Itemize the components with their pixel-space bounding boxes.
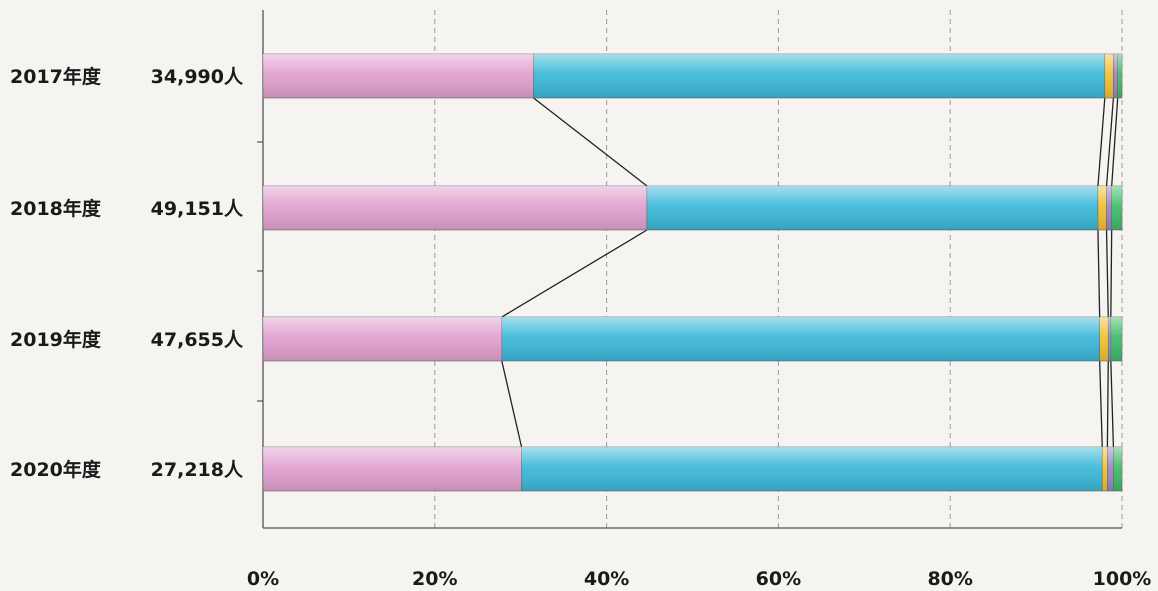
bar-gloss [1113,447,1122,491]
category-total: 49,151人 [151,198,244,220]
connector-line [1097,229,1101,318]
bar-gloss [1104,54,1114,98]
category-total: 27,218人 [151,459,244,481]
bars [262,53,1123,492]
category-label: 2020年度 [10,458,102,481]
bar-gloss [1102,447,1108,491]
bar-gloss [521,447,1103,491]
connector-line [1110,360,1115,448]
connector-line [1110,229,1113,318]
bar-gloss [263,54,534,98]
bar-gloss [1113,54,1118,98]
x-tick-label: 60% [756,568,801,590]
bar-gloss [1099,317,1109,361]
bar-gloss [1106,186,1112,230]
connector-line [1097,97,1106,187]
bar-gloss [263,186,647,230]
connector-line [1105,229,1109,318]
bar-gloss [1110,317,1122,361]
connector-line [1105,97,1115,187]
bar-gloss [1097,186,1107,230]
connector-line [1099,360,1103,448]
connector-line [1111,97,1119,187]
x-tick-labels: 0% 20% 40% 60% 80% 100% [247,568,1151,590]
connector-line [533,97,648,187]
bar-gloss [501,317,1100,361]
x-tick-label: 80% [927,568,972,590]
bar-gloss [533,54,1105,98]
connector-line [1106,360,1109,448]
category-label: 2019年度 [10,328,102,351]
bar-gloss [1117,54,1122,98]
connector-lines [501,97,1119,448]
category-total: 47,655人 [151,329,244,351]
category-label: 2018年度 [10,197,102,220]
bar-gloss [1111,186,1122,230]
connector-line [501,360,523,448]
x-tick-label: 40% [584,568,629,590]
connector-line [501,229,648,318]
bar-gloss [1108,317,1111,361]
bar-gloss [646,186,1098,230]
x-tick-label: 20% [412,568,457,590]
x-tick-label: 0% [247,568,279,590]
bar-gloss [263,447,522,491]
x-tick-label: 100% [1093,568,1152,590]
category-total: 34,990人 [151,66,244,88]
category-labels: 2017年度 34,990人 2018年度 49,151人 2019年度 47,655人 2… [10,65,244,481]
bar-gloss [263,317,502,361]
bar-gloss [1107,447,1114,491]
category-label: 2017年度 [10,65,102,88]
